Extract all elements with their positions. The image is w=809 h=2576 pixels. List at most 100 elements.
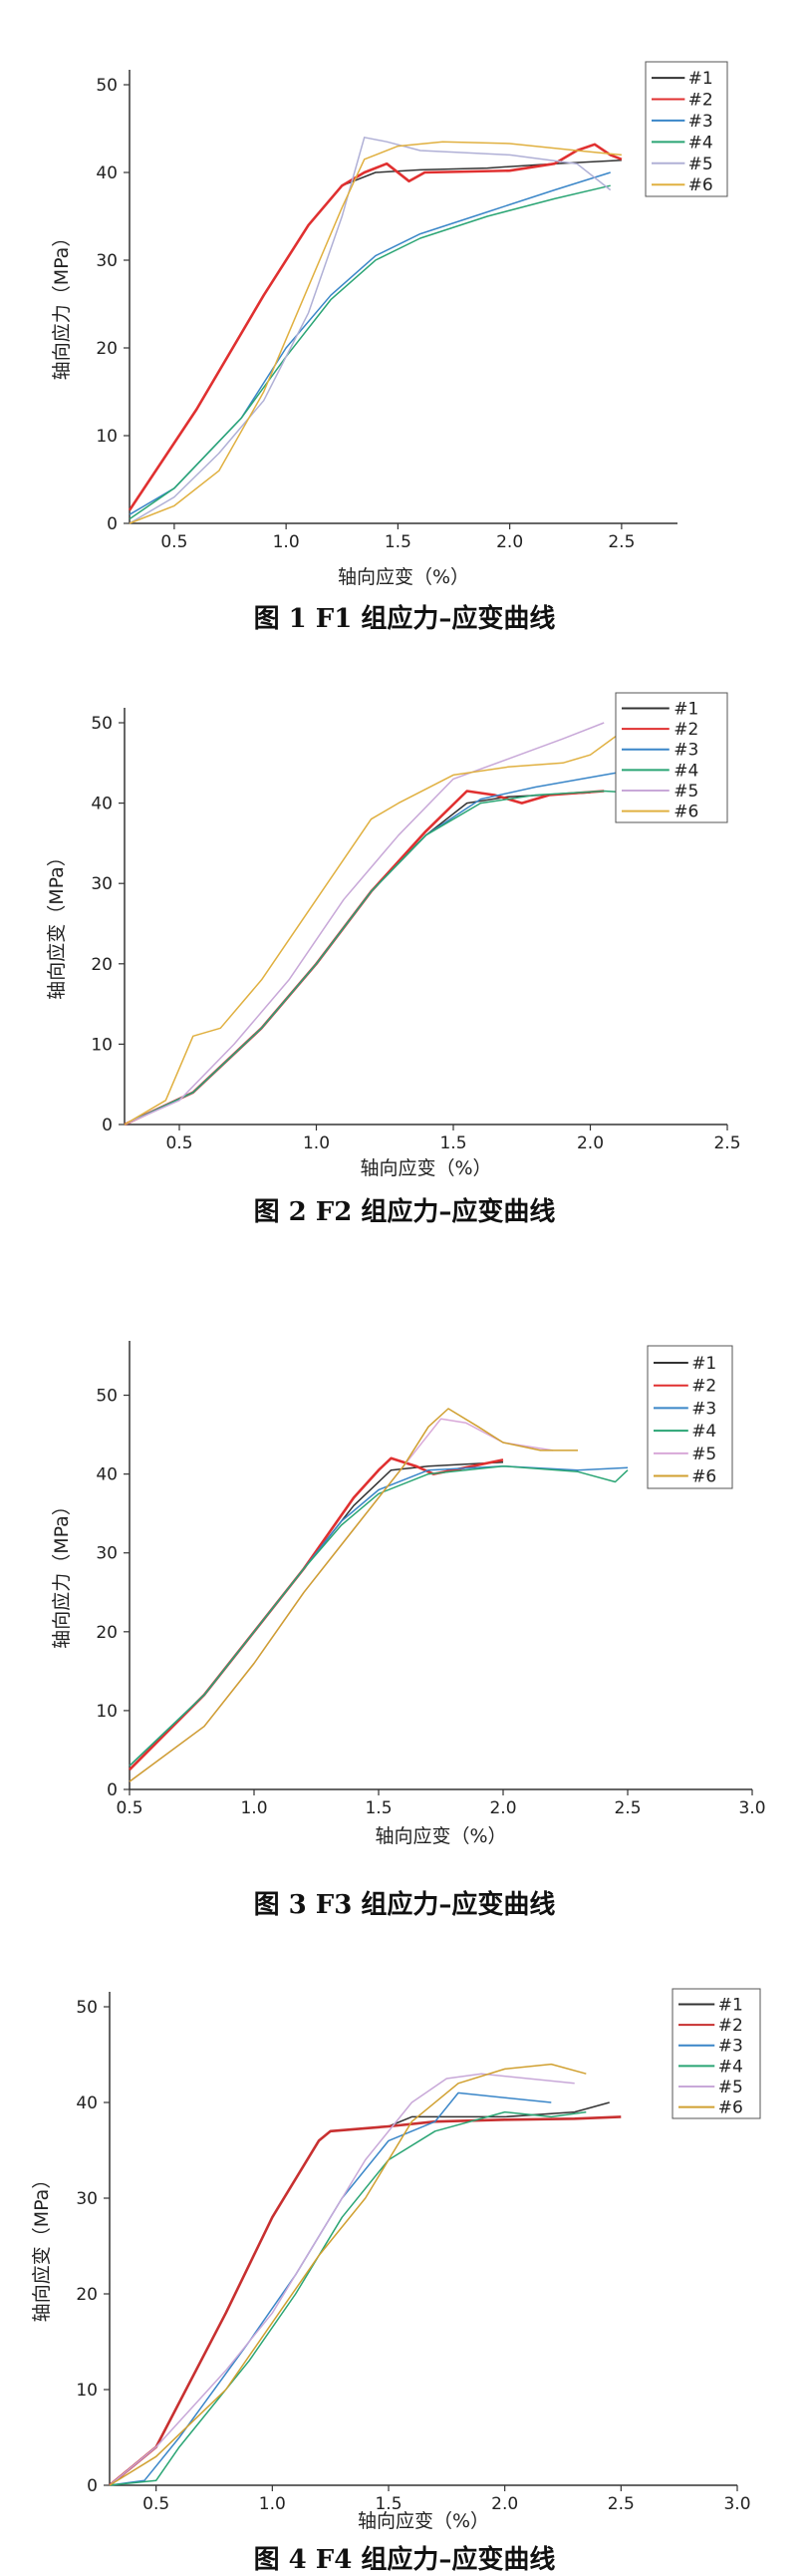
y-tick-label: 20 xyxy=(96,1623,118,1643)
series-line-6 xyxy=(129,141,622,524)
legend-label: #6 xyxy=(688,175,713,195)
legend-label: #1 xyxy=(688,69,713,89)
y-axis-label: 轴向应力（MPa） xyxy=(51,1496,73,1649)
legend-label: #6 xyxy=(691,1467,716,1487)
y-tick-label: 30 xyxy=(91,874,113,894)
x-tick-label: 0.5 xyxy=(142,2494,169,2514)
figure-caption: 图 2 F2 组应力–应变曲线 xyxy=(253,1197,556,1227)
chart-4: 0.5 1.0 1.5 2.0 2.5 3.0 0 10 20 30 40 50 轴向应变（%） 轴向应变… xyxy=(31,1988,761,2532)
x-tick-label: 1.0 xyxy=(240,1798,267,1818)
series-line-6 xyxy=(109,2063,587,2486)
series-line-1 xyxy=(129,1461,504,1771)
legend-label: #3 xyxy=(718,2037,743,2057)
legend-label: #2 xyxy=(674,720,698,740)
legend-label: #5 xyxy=(718,2078,743,2097)
series-line-4 xyxy=(124,790,714,1126)
legend-label: #6 xyxy=(674,803,698,822)
legend-label: #2 xyxy=(688,91,713,111)
x-axis-label: 轴向应变（%） xyxy=(375,1825,506,1847)
x-tick-label: 1.5 xyxy=(439,1133,466,1153)
y-tick-label: 20 xyxy=(96,339,118,359)
legend-label: #1 xyxy=(674,699,698,719)
y-tick-label: 10 xyxy=(96,427,118,447)
y-tick-label: 30 xyxy=(96,1544,118,1564)
x-tick-label: 0.5 xyxy=(160,532,187,552)
y-tick-label: 40 xyxy=(91,795,113,814)
figure-1: 0.5 1.0 1.5 2.0 2.5 0 10 20 30 40 50 轴向应变（%） 轴向应力（MP… xyxy=(0,0,809,643)
series-line-5 xyxy=(129,1418,554,1782)
chart-3: 0.5 1.0 1.5 2.0 2.5 3.0 0 10 20 30 40 50 轴向应变（%） 轴向应力… xyxy=(51,1341,766,1847)
y-tick-label: 40 xyxy=(96,1465,118,1485)
y-tick-label: 50 xyxy=(91,714,113,734)
x-tick-label: 2.0 xyxy=(577,1133,604,1153)
y-axis-label: 轴向应变（MPa） xyxy=(31,2170,53,2323)
x-tick-label: 2.0 xyxy=(489,1798,516,1818)
y-tick-label: 0 xyxy=(87,2476,98,2496)
legend-label: #2 xyxy=(691,1377,716,1397)
x-tick-label: 1.5 xyxy=(385,532,411,552)
x-tick-label: 2.0 xyxy=(491,2494,518,2514)
x-tick-label: 2.5 xyxy=(608,2494,635,2514)
legend-label: #3 xyxy=(691,1399,716,1419)
x-tick-label: 3.0 xyxy=(723,2494,750,2514)
figure-4: 0.5 1.0 1.5 2.0 2.5 3.0 0 10 20 30 40 50 轴向应变（%） 轴向应变… xyxy=(0,1929,809,2575)
y-tick-label: 0 xyxy=(107,514,118,534)
series-line-6 xyxy=(129,1408,578,1782)
y-axis-label: 轴向应力（MPa） xyxy=(51,228,73,381)
series-line-4 xyxy=(129,184,611,520)
legend-label: #4 xyxy=(688,133,713,153)
legend-label: #5 xyxy=(674,782,698,802)
x-tick-label: 1.5 xyxy=(365,1798,392,1818)
x-tick-label: 1.0 xyxy=(259,2494,286,2514)
y-tick-label: 40 xyxy=(96,163,118,183)
x-tick-label: 0.5 xyxy=(165,1133,192,1153)
legend-box xyxy=(615,692,728,823)
series-line-2 xyxy=(109,2115,622,2487)
y-tick-label: 20 xyxy=(91,955,113,975)
figure-3: 0.5 1.0 1.5 2.0 2.5 3.0 0 10 20 30 40 50 轴向应变（%） 轴向应力… xyxy=(0,1286,809,1929)
legend-label: #3 xyxy=(674,741,698,761)
series-line-5 xyxy=(124,722,605,1126)
series-line-1 xyxy=(109,2101,610,2486)
x-axis-label: 轴向应变（%） xyxy=(338,566,469,588)
x-tick-label: 1.0 xyxy=(303,1133,330,1153)
x-tick-label: 2.0 xyxy=(496,532,523,552)
y-tick-label: 10 xyxy=(76,2381,98,2401)
series-line-2 xyxy=(129,1456,504,1771)
series-line-5 xyxy=(129,137,612,524)
y-tick-label: 0 xyxy=(107,1780,118,1800)
legend-label: #3 xyxy=(688,112,713,132)
series-line-2 xyxy=(124,790,605,1127)
chart-1: 0.5 1.0 1.5 2.0 2.5 0 10 20 30 40 50 轴向应变（%） 轴向应力（MP… xyxy=(51,61,728,588)
y-tick-label: 50 xyxy=(96,76,118,96)
series-line-4 xyxy=(109,2110,587,2486)
x-tick-label: 3.0 xyxy=(738,1798,765,1818)
series-line-6 xyxy=(124,734,619,1126)
x-tick-label: 2.5 xyxy=(713,1133,740,1153)
figure-caption: 图 4 F4 组应力–应变曲线 xyxy=(253,2545,556,2575)
legend-label: #6 xyxy=(718,2098,743,2118)
legend-label: #2 xyxy=(718,2016,743,2036)
x-tick-label: 1.5 xyxy=(375,2494,402,2514)
legend-label: #5 xyxy=(691,1445,716,1464)
series-line-3 xyxy=(129,1464,629,1767)
y-tick-label: 10 xyxy=(91,1035,113,1055)
x-tick-label: 2.5 xyxy=(614,1798,641,1818)
x-tick-label: 2.5 xyxy=(608,532,635,552)
legend-box xyxy=(672,1988,761,2119)
figure-caption: 图 3 F3 组应力–应变曲线 xyxy=(253,1890,556,1920)
legend-label: #4 xyxy=(718,2057,743,2077)
x-tick-label: 1.0 xyxy=(273,532,300,552)
legend-label: #1 xyxy=(718,1995,743,2015)
chart-2: 0.5 1.0 1.5 2.0 2.5 0 10 20 30 40 50 轴向应变（%） 轴向应变（MP… xyxy=(46,692,741,1179)
figure-2: 0.5 1.0 1.5 2.0 2.5 0 10 20 30 40 50 轴向应变（%） 轴向应变（MP… xyxy=(0,643,809,1286)
series-line-5 xyxy=(109,2073,575,2486)
series-line-2 xyxy=(128,143,623,511)
legend-label: #1 xyxy=(691,1354,716,1374)
y-tick-label: 30 xyxy=(96,251,118,271)
y-tick-label: 20 xyxy=(76,2285,98,2305)
y-tick-label: 30 xyxy=(76,2189,98,2209)
x-tick-label: 0.5 xyxy=(116,1798,142,1818)
series-line-1 xyxy=(124,792,591,1126)
y-tick-label: 10 xyxy=(96,1702,118,1722)
